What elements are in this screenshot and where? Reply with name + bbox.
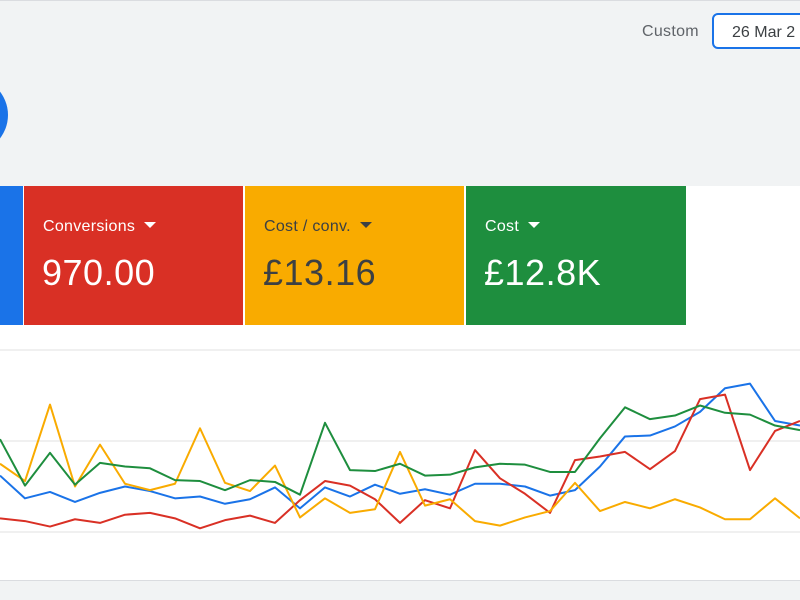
scorecard-label-wrap[interactable]: Conversions [43,218,157,236]
chart-series-line-0[interactable] [0,382,800,510]
circle-button-icon[interactable] [0,77,8,153]
chart-series-line-1[interactable] [0,393,800,530]
caret-down-icon[interactable] [528,222,541,228]
scorecard-conversions[interactable]: Conversions 970.00 [24,186,243,325]
scorecard-label: Conversions [43,218,136,235]
scorecard-clicks[interactable] [0,186,23,325]
page-footer-strip [0,581,800,600]
caret-down-icon[interactable] [359,222,372,228]
scorecard-cost[interactable]: Cost £12.8K [466,186,686,325]
caret-down-icon[interactable] [144,222,157,228]
scorecard-label-wrap[interactable]: Cost / conv. [264,218,372,236]
scorecard-value: £12.8K [484,252,602,293]
performance-line-chart[interactable] [0,334,800,580]
date-mode-label: Custom [642,23,699,40]
scorecard-label: Cost [485,218,520,235]
scorecard-cost-per-conversion[interactable]: Cost / conv. £13.16 [245,186,464,325]
chart-series-line-2[interactable] [0,403,800,527]
date-range-button[interactable]: 26 Mar 2 [712,13,800,49]
scorecard-label: Cost / conv. [264,218,351,235]
toolbar: Custom 26 Mar 2 [0,0,800,186]
scorecard-value: 970.00 [42,252,156,293]
performance-panel: Conversions 970.00 Cost / conv. £13.16 C… [0,186,800,581]
scorecard-label-wrap[interactable]: Cost [485,218,541,236]
chart-series-line-3[interactable] [0,404,800,496]
scorecard-value: £13.16 [263,252,377,293]
